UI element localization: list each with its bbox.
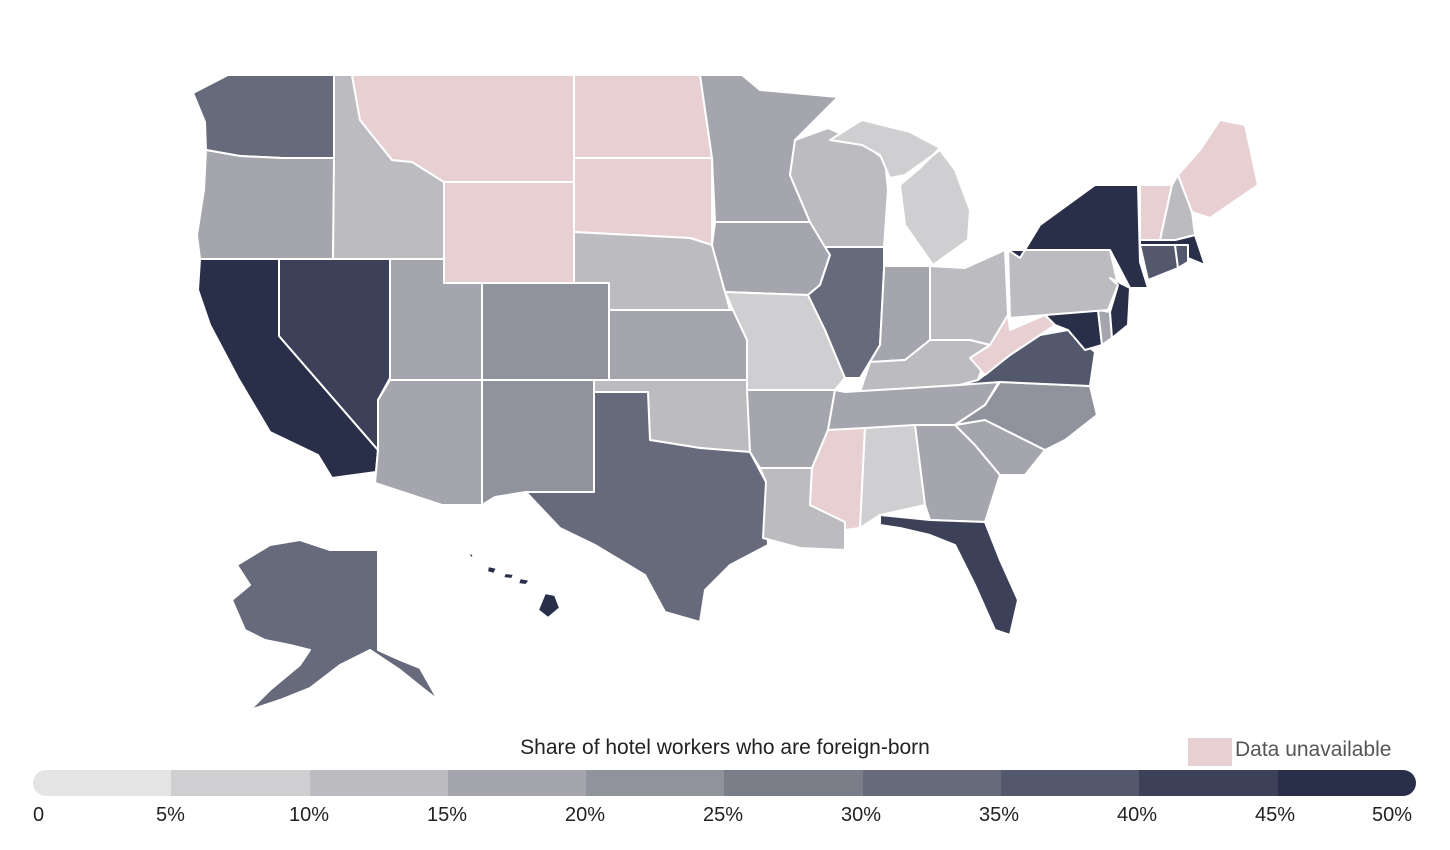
legend-scale-segment	[171, 770, 310, 796]
state-south-dakota[interactable]	[573, 157, 713, 246]
legend-scale-segment	[1001, 770, 1140, 796]
legend-color-scale	[33, 770, 1416, 796]
state-new-mexico[interactable]	[481, 379, 595, 506]
legend-scale-segment	[1139, 770, 1278, 796]
state-north-dakota[interactable]	[573, 74, 713, 159]
data-unavailable-swatch	[1188, 738, 1232, 766]
legend-scale-segment	[33, 770, 172, 796]
state-florida[interactable]	[879, 514, 1019, 636]
legend-title: Share of hotel workers who are foreign-b…	[520, 736, 930, 759]
state-pennsylvania[interactable]	[1007, 249, 1119, 319]
state-alabama[interactable]	[859, 424, 926, 529]
legend-tick: 5%	[156, 804, 185, 826]
legend-tick: 45%	[1255, 804, 1296, 826]
state-oregon[interactable]	[196, 149, 335, 260]
state-ohio[interactable]	[929, 249, 1009, 346]
state-maine[interactable]	[1177, 119, 1259, 219]
state-washington[interactable]	[192, 74, 335, 159]
legend-tick: 0	[33, 804, 45, 826]
state-wyoming[interactable]	[443, 181, 575, 284]
legend-tick: 30%	[841, 804, 882, 826]
state-connecticut[interactable]	[1139, 244, 1179, 281]
legend-scale-segment	[447, 770, 587, 796]
legend-tick: 20%	[565, 804, 606, 826]
legend-tick: 35%	[979, 804, 1020, 826]
state-texas[interactable]	[525, 391, 769, 623]
state-north-carolina[interactable]	[954, 381, 1098, 451]
legend-scale-segment	[724, 770, 863, 796]
legend-scale-segment	[1277, 770, 1416, 796]
state-michigan[interactable]	[829, 119, 971, 266]
state-illinois[interactable]	[807, 246, 885, 379]
legend-tick: 50%	[1372, 804, 1413, 826]
legend-scale-segment	[586, 770, 725, 796]
state-hawaii[interactable]	[467, 551, 561, 619]
legend-tick: 10%	[289, 804, 330, 826]
state-colorado[interactable]	[481, 282, 610, 381]
legend-tick: 25%	[703, 804, 744, 826]
state-west-virginia[interactable]	[969, 314, 1056, 376]
state-alaska[interactable]	[231, 539, 439, 711]
legend-scale-segment	[862, 770, 1002, 796]
data-unavailable-label: Data unavailable	[1235, 738, 1392, 761]
legend-tick: 40%	[1117, 804, 1158, 826]
legend-scale-segment	[309, 770, 448, 796]
state-rhode-island[interactable]	[1174, 244, 1189, 269]
state-arizona[interactable]	[374, 379, 483, 506]
state-wisconsin[interactable]	[789, 127, 889, 248]
state-iowa[interactable]	[711, 221, 831, 296]
state-new-york[interactable]	[1007, 184, 1149, 289]
state-kansas[interactable]	[608, 309, 748, 381]
legend-tick: 15%	[427, 804, 468, 826]
